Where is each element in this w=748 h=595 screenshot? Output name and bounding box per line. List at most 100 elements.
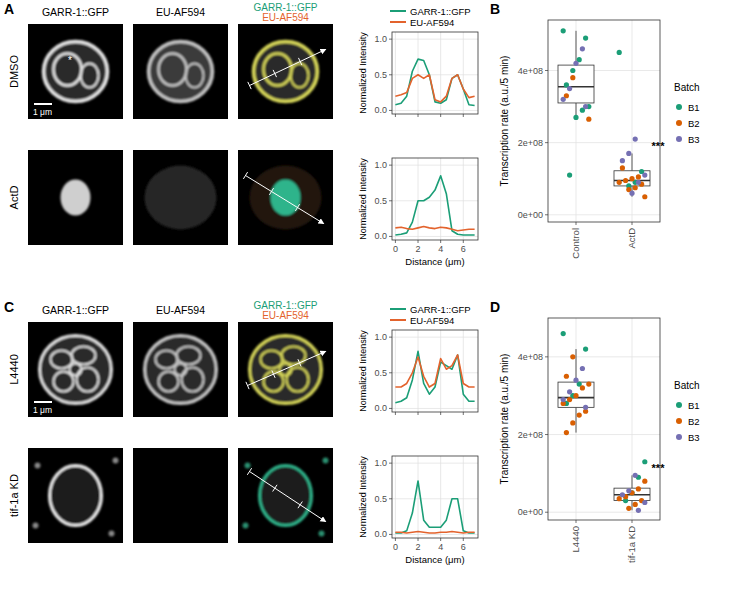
nucleus-ring xyxy=(254,42,318,102)
tick-label: 4 xyxy=(438,244,443,254)
data-point xyxy=(617,50,622,55)
box-chart: 0e+002e+084e+08ControlActD***Transcripti… xyxy=(499,20,700,259)
tick xyxy=(545,512,548,513)
data-point xyxy=(633,185,638,190)
plot-frame xyxy=(392,330,478,412)
axis-title: Normalized Intensity xyxy=(358,158,368,240)
grid-line xyxy=(392,534,478,535)
data-point xyxy=(636,180,641,185)
profile-line xyxy=(395,532,474,533)
axis-title: Distance (μm) xyxy=(405,554,464,565)
grid-line xyxy=(392,110,478,111)
tick-label: 1.0 xyxy=(374,458,387,468)
micrograph-panel: GARR-1::GFPEU-AF594GARR-1::GFPEU-AF594L4… xyxy=(8,300,333,543)
data-point xyxy=(642,500,647,505)
nucleolar-network xyxy=(159,372,179,392)
tick xyxy=(418,240,419,243)
panel-letter: A xyxy=(4,1,14,17)
granule xyxy=(113,458,119,464)
grid-line xyxy=(440,330,441,412)
whisker-low xyxy=(576,407,577,432)
nucleus xyxy=(61,180,91,216)
tick-label: 0 xyxy=(393,542,398,552)
micrograph xyxy=(133,24,228,119)
profile-tick xyxy=(298,359,301,366)
nucleolus-ring xyxy=(50,466,102,526)
panel-letter: D xyxy=(490,299,500,315)
nucleolar-network xyxy=(51,351,73,369)
tick xyxy=(576,520,577,523)
plot-background xyxy=(548,318,660,520)
whisker-high xyxy=(632,475,633,488)
legend-label: GARR-1::GFP xyxy=(410,304,471,315)
tick xyxy=(576,222,577,225)
legend-swatch xyxy=(676,104,682,110)
nucleolar-network xyxy=(280,364,292,376)
data-point xyxy=(570,68,575,73)
data-point xyxy=(561,397,566,402)
category-label: ActD xyxy=(626,228,637,249)
data-point xyxy=(573,61,578,66)
tick-label: 0e+00 xyxy=(518,507,543,517)
tick xyxy=(440,240,441,243)
tick xyxy=(545,142,548,143)
tick xyxy=(463,240,464,243)
nucleolus-ring xyxy=(81,64,99,88)
tick xyxy=(632,222,633,225)
legend-label: B2 xyxy=(688,118,700,129)
data-point xyxy=(570,354,575,359)
tick xyxy=(389,165,392,166)
series-group xyxy=(395,481,474,533)
micrograph-panel: GARR-1::GFPEU-AF594GARR-1::GFPEU-AF594DM… xyxy=(8,2,333,245)
nucleolar-network xyxy=(182,368,204,392)
data-point xyxy=(583,104,588,109)
whisker-high xyxy=(632,153,633,170)
data-point xyxy=(586,117,591,122)
plot-background xyxy=(392,456,478,538)
whisker-high xyxy=(576,31,577,65)
grid-line xyxy=(548,214,660,215)
plot-background xyxy=(392,158,478,240)
series-group xyxy=(395,59,474,105)
marks-group xyxy=(558,28,650,199)
legend-swatch xyxy=(390,21,406,23)
column-header: EU-AF594 xyxy=(156,304,205,316)
micrograph xyxy=(133,322,228,417)
column-header: GARR-1::GFP xyxy=(42,304,109,316)
grid-line xyxy=(395,456,396,538)
profile-tick xyxy=(269,188,273,195)
legend-title: Batch xyxy=(674,380,700,391)
row-label: L4440 xyxy=(8,354,20,385)
grid-line xyxy=(548,142,660,143)
box-chart: 0e+002e+084e+08L4440tif-1a KD***Transcri… xyxy=(499,318,700,563)
nucleus xyxy=(40,336,112,404)
category-label: Control xyxy=(570,228,581,259)
profile-arrow xyxy=(250,472,326,522)
tick-label: 0.0 xyxy=(374,529,387,539)
data-point xyxy=(633,473,638,478)
micrograph xyxy=(238,448,333,543)
profile-line xyxy=(395,226,474,230)
axis-title: Distance (μm) xyxy=(405,256,464,267)
line-chart: 0.00.51.0Normalized IntensityGARR-1::GFP… xyxy=(358,6,478,118)
grid-line xyxy=(392,337,478,338)
scale-bar-label: 1 μm xyxy=(33,405,52,415)
nucleus xyxy=(145,166,217,230)
tick-label: 0.5 xyxy=(374,196,387,206)
granule xyxy=(245,463,251,469)
legend-label: B3 xyxy=(688,134,700,145)
data-point xyxy=(633,136,638,141)
tick-label: 2e+08 xyxy=(518,138,543,148)
nucleolar-network xyxy=(177,347,201,365)
tick-label: 0.0 xyxy=(374,105,387,115)
plot-frame xyxy=(392,456,478,538)
row-label: tif-1a KD xyxy=(8,474,20,517)
grid-line xyxy=(395,330,396,412)
micrograph xyxy=(28,24,123,119)
tick-label: 4 xyxy=(438,542,443,552)
data-point xyxy=(580,366,585,371)
tick xyxy=(463,412,464,415)
profile-line xyxy=(395,176,474,235)
axis-title: Transcription rate (a.u./5 min) xyxy=(499,354,510,485)
tick-label: 0.5 xyxy=(374,494,387,504)
